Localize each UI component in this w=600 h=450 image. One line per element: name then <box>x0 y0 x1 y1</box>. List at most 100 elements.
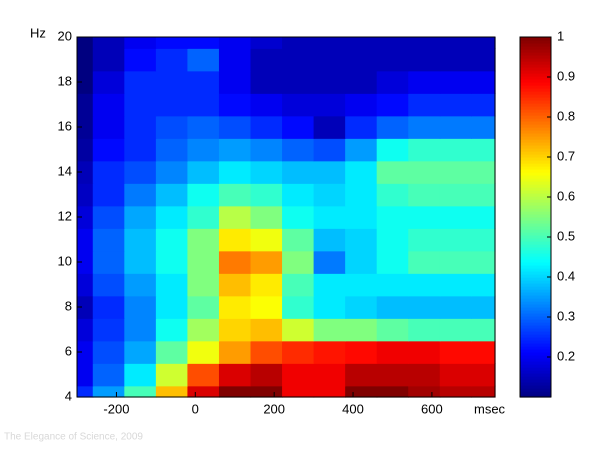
heat-cell <box>218 93 252 117</box>
colorbar-cell <box>520 256 551 260</box>
heat-cell <box>376 70 409 94</box>
colorbar-cell <box>520 319 551 323</box>
colorbar-cell <box>520 283 551 287</box>
colorbar-cell <box>520 286 551 290</box>
heat-cell <box>282 160 315 184</box>
heat-cell <box>218 340 252 364</box>
colorbar-tick-label: 0.9 <box>557 68 575 83</box>
heat-cell <box>439 37 472 49</box>
colorbar-cell <box>520 64 551 68</box>
heat-cell <box>250 138 283 162</box>
colorbar-cell <box>520 163 551 167</box>
y-tick-label: 20 <box>58 28 72 43</box>
heat-cell <box>187 138 220 162</box>
colorbar-cell <box>520 178 551 182</box>
heat-cell <box>439 160 472 184</box>
heat-cell <box>92 385 125 398</box>
colorbar-cell <box>520 40 551 44</box>
colorbar-cell <box>520 112 551 116</box>
heat-cell <box>345 385 378 398</box>
colorbar-cell <box>520 310 551 314</box>
colorbar-tick-label: 0.4 <box>557 268 575 283</box>
heat-cell <box>77 48 94 72</box>
heat-cell <box>250 205 283 229</box>
colorbar-cell <box>520 292 551 296</box>
heat-cell <box>218 318 252 342</box>
heat-cell <box>282 93 315 117</box>
heat-cell <box>345 70 378 94</box>
heat-cell <box>282 363 315 387</box>
heat-cell <box>313 250 346 274</box>
heat-cell <box>155 340 189 364</box>
colorbar-cell <box>520 103 551 107</box>
y-tick-label: 16 <box>58 118 72 133</box>
heat-cell <box>408 93 441 117</box>
y-tick-label: 18 <box>58 73 72 88</box>
heat-cell <box>313 93 346 117</box>
heat-cell <box>345 318 378 342</box>
colorbar-cell <box>520 280 551 284</box>
colorbar-cell <box>520 214 551 218</box>
colorbar-tick-label: 1 <box>557 28 564 43</box>
heat-cell <box>408 48 441 72</box>
colorbar-cell <box>520 334 551 338</box>
colorbar-cell <box>520 268 551 272</box>
heat-cell <box>471 160 496 184</box>
heat-cell <box>218 363 252 387</box>
heat-cell <box>313 340 346 364</box>
heat-cell <box>408 70 441 94</box>
colorbar-cell <box>520 142 551 146</box>
heat-cell <box>439 363 472 387</box>
heat-cell <box>471 48 496 72</box>
heat-cell <box>313 295 346 319</box>
heat-cell <box>345 228 378 252</box>
colorbar-cell <box>520 346 551 350</box>
heat-cell <box>92 205 125 229</box>
heat-cell <box>313 205 346 229</box>
heat-cell <box>155 228 189 252</box>
colorbar-cell <box>520 91 551 95</box>
colorbar-cell <box>520 247 551 251</box>
colorbar-cell <box>520 343 551 347</box>
heat-cell <box>77 318 94 342</box>
heat-cell <box>92 318 125 342</box>
heat-cell <box>313 273 346 297</box>
heat-cell <box>408 160 441 184</box>
colorbar-cell <box>520 355 551 359</box>
heat-cell <box>250 385 283 398</box>
colorbar-cell <box>520 70 551 74</box>
heat-cell <box>439 48 472 72</box>
heat-cell <box>313 228 346 252</box>
colorbar-cell <box>520 79 551 83</box>
heat-cell <box>187 48 220 72</box>
colorbar-cell <box>520 331 551 335</box>
colorbar-cell <box>520 196 551 200</box>
colorbar-cell <box>520 388 551 392</box>
heat-cell <box>471 115 496 139</box>
colorbar-cell <box>520 295 551 299</box>
heat-cell <box>471 37 496 49</box>
colorbar-tick-label: 0.8 <box>557 108 575 123</box>
heat-cell <box>376 228 409 252</box>
heat-cell <box>408 37 441 49</box>
colorbar-cell <box>520 307 551 311</box>
heat-cell <box>282 250 315 274</box>
heat-cell <box>92 250 125 274</box>
heat-cell <box>155 183 189 207</box>
heat-cell <box>124 37 157 49</box>
heat-cell <box>250 70 283 94</box>
colorbar-cell <box>520 85 551 89</box>
heat-cell <box>439 340 472 364</box>
heat-cell <box>376 250 409 274</box>
heat-cell <box>187 205 220 229</box>
heat-cell <box>124 250 157 274</box>
heat-cell <box>124 70 157 94</box>
colorbar-cell <box>520 49 551 53</box>
heat-cell <box>471 318 496 342</box>
heat-cell <box>77 93 94 117</box>
heat-cell <box>376 273 409 297</box>
heat-cell <box>250 160 283 184</box>
heat-cell <box>155 295 189 319</box>
heat-cell <box>439 318 472 342</box>
heat-cell <box>92 115 125 139</box>
